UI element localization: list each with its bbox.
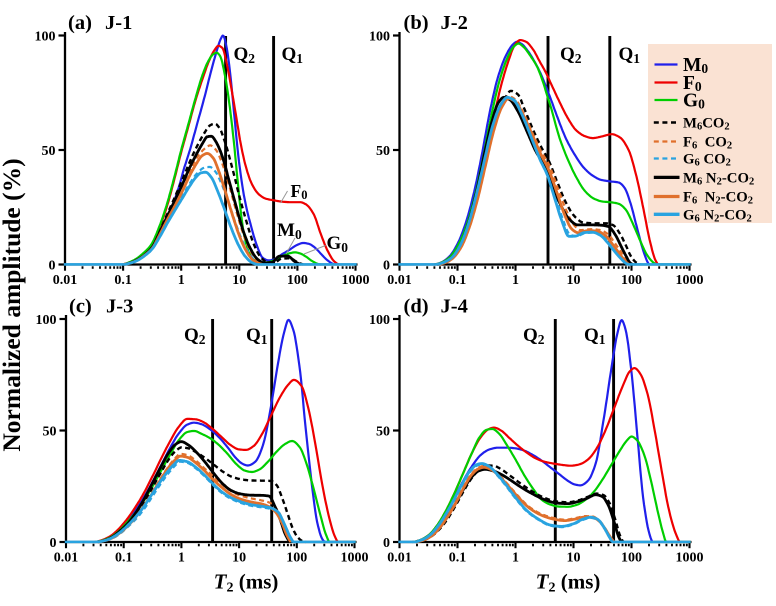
svg-text:0.1: 0.1 [114,273,132,288]
svg-text:10: 10 [232,273,246,288]
svg-text:50: 50 [376,424,390,439]
svg-text:T2 (ms): T2 (ms) [536,570,601,596]
svg-text:100: 100 [621,273,642,288]
svg-text:0: 0 [50,536,57,551]
svg-text:50: 50 [42,144,56,159]
svg-text:10: 10 [232,551,246,566]
svg-text:0.01: 0.01 [387,551,412,566]
svg-text:M0: M0 [683,55,708,76]
svg-text:1: 1 [178,551,185,566]
svg-text:1000: 1000 [341,551,369,566]
svg-text:50: 50 [376,144,390,159]
svg-text:10: 10 [567,551,581,566]
svg-text:Normalized amplitude (%): Normalized amplitude (%) [0,158,26,451]
svg-text:100: 100 [36,313,57,328]
svg-text:J-2: J-2 [441,12,468,34]
svg-text:J-3: J-3 [106,296,133,318]
svg-text:50: 50 [43,424,57,439]
svg-text:(b): (b) [404,12,429,34]
svg-text:G6 N2-CO2: G6 N2-CO2 [683,207,752,224]
svg-text:100: 100 [369,313,390,328]
svg-text:F0: F0 [683,73,702,94]
svg-text:1000: 1000 [342,273,370,288]
svg-text:100: 100 [287,273,308,288]
svg-text:(c): (c) [69,296,92,318]
svg-text:0.01: 0.01 [54,551,79,566]
svg-text:0: 0 [383,536,390,551]
svg-text:J-1: J-1 [105,12,132,34]
svg-text:0.1: 0.1 [449,551,467,566]
svg-text:100: 100 [286,551,307,566]
svg-text:1: 1 [178,273,185,288]
svg-text:F6 CO2: F6 CO2 [683,135,732,152]
svg-text:1: 1 [512,273,519,288]
svg-text:0: 0 [49,258,56,273]
svg-text:J-4: J-4 [441,296,468,318]
svg-text:0: 0 [383,258,390,273]
svg-text:10: 10 [567,273,581,288]
svg-text:1000: 1000 [676,551,704,566]
svg-text:100: 100 [621,551,642,566]
svg-text:0.1: 0.1 [115,551,133,566]
svg-text:(d): (d) [404,296,429,318]
svg-text:0.1: 0.1 [449,273,467,288]
svg-text:F6 N2-CO2: F6 N2-CO2 [683,190,753,207]
svg-text:100: 100 [369,29,390,44]
svg-text:0.01: 0.01 [53,273,78,288]
svg-text:T2 (ms): T2 (ms) [214,570,279,596]
svg-text:(a): (a) [68,12,92,34]
svg-text:G0: G0 [683,91,705,112]
svg-text:1000: 1000 [676,273,704,288]
svg-text:M6CO2: M6CO2 [683,116,730,133]
svg-text:0.01: 0.01 [387,273,412,288]
svg-text:1: 1 [512,551,519,566]
svg-text:100: 100 [35,29,56,44]
svg-text:G6 CO2: G6 CO2 [683,152,731,169]
